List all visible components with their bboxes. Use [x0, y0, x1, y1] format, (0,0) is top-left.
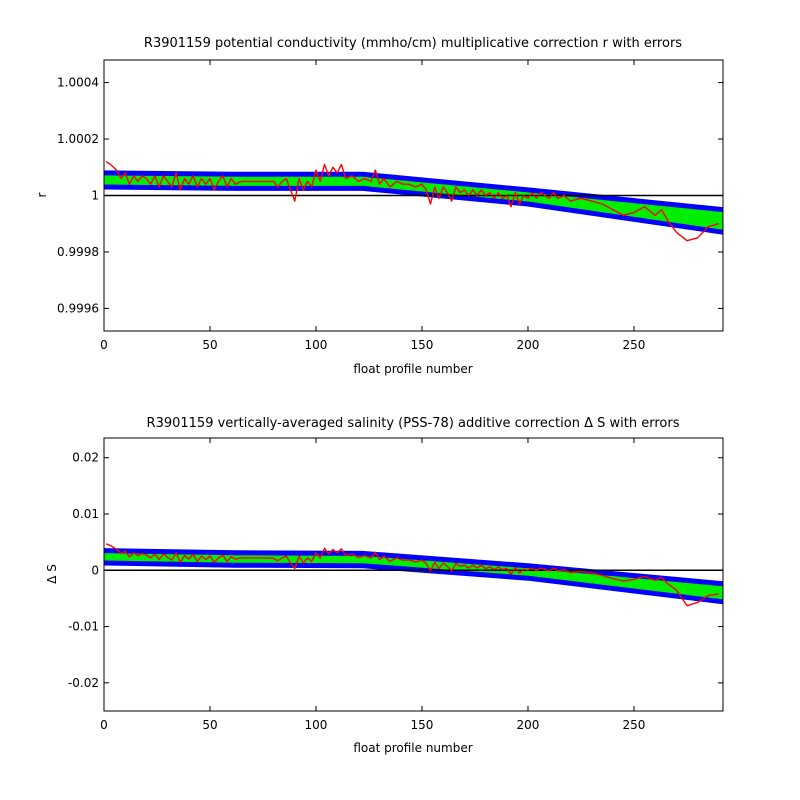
- conductivity-correction-panel: R3901159 potential conductivity (mmho/cm…: [35, 36, 724, 376]
- y-tick-label: 1.0002: [57, 132, 99, 146]
- y-tick-label: 1: [91, 189, 99, 203]
- x-tick-label: 50: [202, 338, 217, 352]
- x-tick-label: 0: [100, 718, 108, 732]
- y-tick-label: 0.9996: [57, 301, 99, 315]
- x-tick-label: 200: [517, 338, 540, 352]
- axes-frame: [103, 437, 724, 712]
- salinity-correction-panel: R3901159 vertically-averaged salinity (P…: [45, 416, 724, 755]
- x-tick-label: 0: [100, 338, 108, 352]
- x-tick-label: 100: [305, 718, 328, 732]
- x-tick-label: 150: [411, 338, 434, 352]
- y-tick-label: 1.0004: [57, 76, 99, 90]
- upper-error-bound: [103, 170, 724, 213]
- upper-error-bound: [103, 548, 724, 587]
- plot-area: 0 50 100 150 200 250 0.9996 0.9998 1 1.0002 1.0004: [57, 59, 724, 352]
- x-tick-label: 250: [623, 718, 646, 732]
- profile-series-line: [105, 543, 719, 607]
- profile-series-line: [105, 161, 719, 242]
- x-tick-label: 150: [411, 718, 434, 732]
- plot-area: 0 50 100 150 200 250 -0.02 -0.01 0 0.01 0.02: [68, 437, 724, 732]
- y-tick-label: 0.9998: [57, 245, 99, 259]
- y-tick-label: 0.01: [72, 507, 99, 521]
- y-tick-label: -0.01: [68, 620, 99, 634]
- x-tick-label: 100: [305, 338, 328, 352]
- chart-title: R3901159 potential conductivity (mmho/cm…: [144, 36, 682, 51]
- y-tick-label: 0: [91, 563, 99, 577]
- x-axis-label: float profile number: [353, 362, 472, 376]
- x-axis-label: float profile number: [353, 741, 472, 755]
- lower-error-bound: [103, 560, 724, 605]
- y-axis-label: Δ S: [45, 564, 59, 584]
- x-tick-label: 50: [202, 718, 217, 732]
- y-tick-label: 0.02: [72, 451, 99, 465]
- chart-title: R3901159 vertically-averaged salinity (P…: [147, 416, 680, 431]
- y-axis-label: r: [35, 192, 49, 197]
- y-tick-label: -0.02: [68, 676, 99, 690]
- lower-error-bound: [103, 184, 724, 235]
- x-tick-label: 250: [623, 338, 646, 352]
- x-tick-label: 200: [517, 718, 540, 732]
